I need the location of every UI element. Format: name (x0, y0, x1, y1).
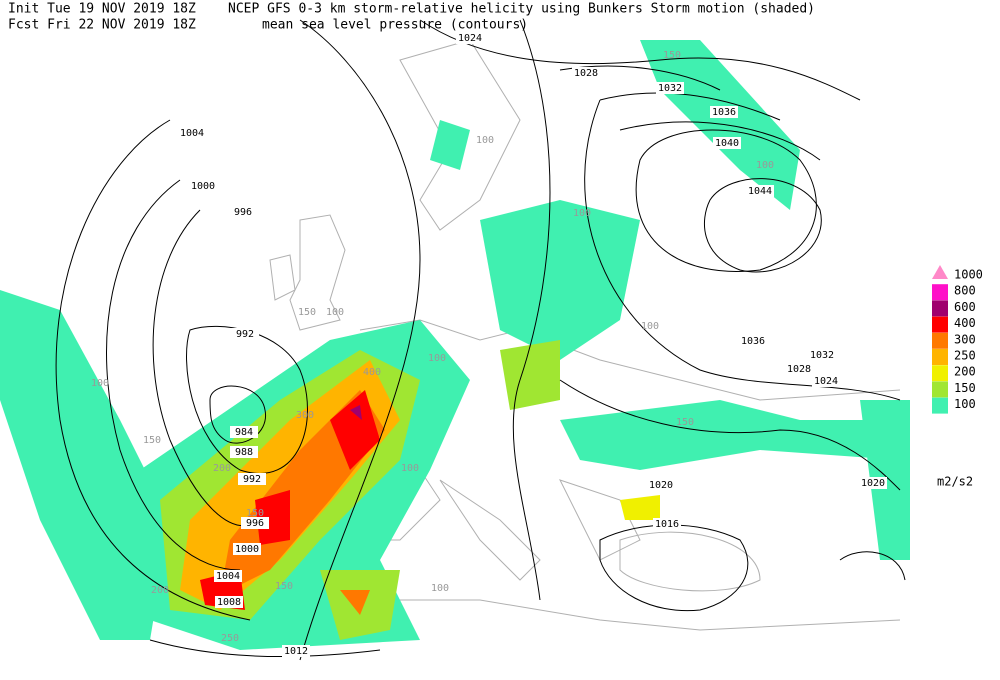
shade-label: 100 (431, 583, 449, 594)
isobar-label-bg (241, 517, 269, 529)
isobar-label-bg (647, 479, 675, 491)
isobar-label-bg (812, 375, 840, 387)
isobars (55, 19, 906, 661)
shade-label: 150 (676, 417, 694, 428)
isobar-label: 1028 (574, 68, 598, 79)
isobar-label: 1004 (216, 571, 240, 582)
isobar-label: 988 (235, 447, 253, 458)
subtitle: mean sea level pressure (contours) (262, 18, 528, 33)
legend-swatch (932, 265, 948, 279)
isobar-label-bg (215, 596, 243, 608)
legend-swatch (932, 300, 948, 317)
isobar-label-bg (178, 127, 206, 139)
legend-unit: m2/s2 (937, 475, 973, 489)
legend-swatch (932, 381, 948, 398)
legend-label: 100 (954, 397, 976, 411)
legend-label: 400 (954, 316, 976, 330)
isobar-label-bg (189, 180, 217, 192)
shade-label: 250 (221, 633, 239, 644)
shade-label: 200 (151, 585, 169, 596)
legend-swatch (932, 397, 948, 414)
isobar-label: 1012 (284, 646, 308, 657)
shade-label: 100 (91, 378, 109, 389)
legend-label: 800 (954, 284, 976, 298)
isobar-label: 996 (246, 518, 264, 529)
isobar-label-bg (230, 446, 258, 458)
shade-label: 100 (326, 307, 344, 318)
isobar-label-bg (231, 328, 259, 340)
shade-label: 100 (476, 135, 494, 146)
isobar-label: 1040 (715, 138, 739, 149)
isobar-label: 996 (234, 207, 252, 218)
isobar-label: 992 (243, 474, 261, 485)
legend-label: 1000 (954, 268, 983, 282)
isobar-label: 1020 (649, 480, 673, 491)
init-text: Init Tue 19 NOV 2019 18Z (8, 2, 196, 17)
isobar-label-bg (229, 206, 257, 218)
helicity-shading (0, 40, 910, 650)
isobar-label-bg (238, 473, 266, 485)
isobar-label: 1024 (814, 376, 838, 387)
isobar-label: 1016 (655, 519, 679, 530)
isobar-label-bg (710, 106, 738, 118)
isobar-label-bg (456, 32, 484, 44)
shade-label: 200 (213, 463, 231, 474)
coastlines (269, 39, 901, 631)
shade-label: 150 (246, 508, 264, 519)
isobar-label: 984 (235, 427, 253, 438)
shade-label: 100 (401, 463, 419, 474)
isobar-label-bg (785, 363, 813, 375)
shade-label: 100 (573, 208, 591, 219)
fcst-text: Fcst Fri 22 NOV 2019 18Z (8, 18, 196, 33)
isobar-label-bg (653, 518, 681, 530)
legend-swatch (932, 349, 948, 365)
isobar-label: 1004 (180, 128, 204, 139)
title: NCEP GFS 0-3 km storm-relative helicity … (228, 2, 815, 17)
shade-label: 150 (298, 307, 316, 318)
isobar-label-bg (214, 570, 242, 582)
legend-label: 300 (954, 332, 976, 346)
shade-label: 150 (143, 435, 161, 446)
isobar-label: 1044 (748, 186, 772, 197)
isobar-label: 1036 (712, 107, 736, 118)
isobar-label-bg (739, 335, 767, 347)
isobar-label-bg (233, 543, 261, 555)
legend-swatch (932, 365, 948, 382)
shade-label: 150 (663, 50, 681, 61)
isobar-label-bg (230, 426, 258, 438)
legend-label: 150 (954, 381, 976, 395)
isobar-label: 1032 (810, 350, 834, 361)
isobar-label-bg (713, 137, 741, 149)
shade-label: 400 (363, 367, 381, 378)
shade-label: 150 (275, 581, 293, 592)
shade-label: 100 (641, 321, 659, 332)
isobar-label-bg (656, 82, 684, 94)
legend-swatch (932, 332, 948, 349)
isobar-label: 1000 (191, 181, 215, 192)
isobar-label: 1024 (458, 33, 482, 44)
isobar-label-bg (859, 477, 887, 489)
shade-label: 300 (296, 410, 314, 421)
shade-label: 100 (428, 353, 446, 364)
isobar-label-bg (572, 67, 600, 79)
isobar-label: 1008 (217, 597, 241, 608)
isobar-label-bg (746, 185, 774, 197)
isobar-label: 1032 (658, 83, 682, 94)
legend-label: 200 (954, 365, 976, 379)
isobar-label-bg (282, 645, 310, 657)
isobar-label: 1036 (741, 336, 765, 347)
isobar-label: 1020 (861, 478, 885, 489)
legend-swatch (932, 284, 948, 301)
legend-label: 250 (954, 349, 976, 363)
isobar-label: 992 (236, 329, 254, 340)
legend-label: 600 (954, 300, 976, 314)
isobar-label: 1000 (235, 544, 259, 555)
isobar-label: 1028 (787, 364, 811, 375)
shade-label: 100 (756, 160, 774, 171)
isobar-label-bg (808, 349, 836, 361)
legend-swatch (932, 316, 948, 333)
